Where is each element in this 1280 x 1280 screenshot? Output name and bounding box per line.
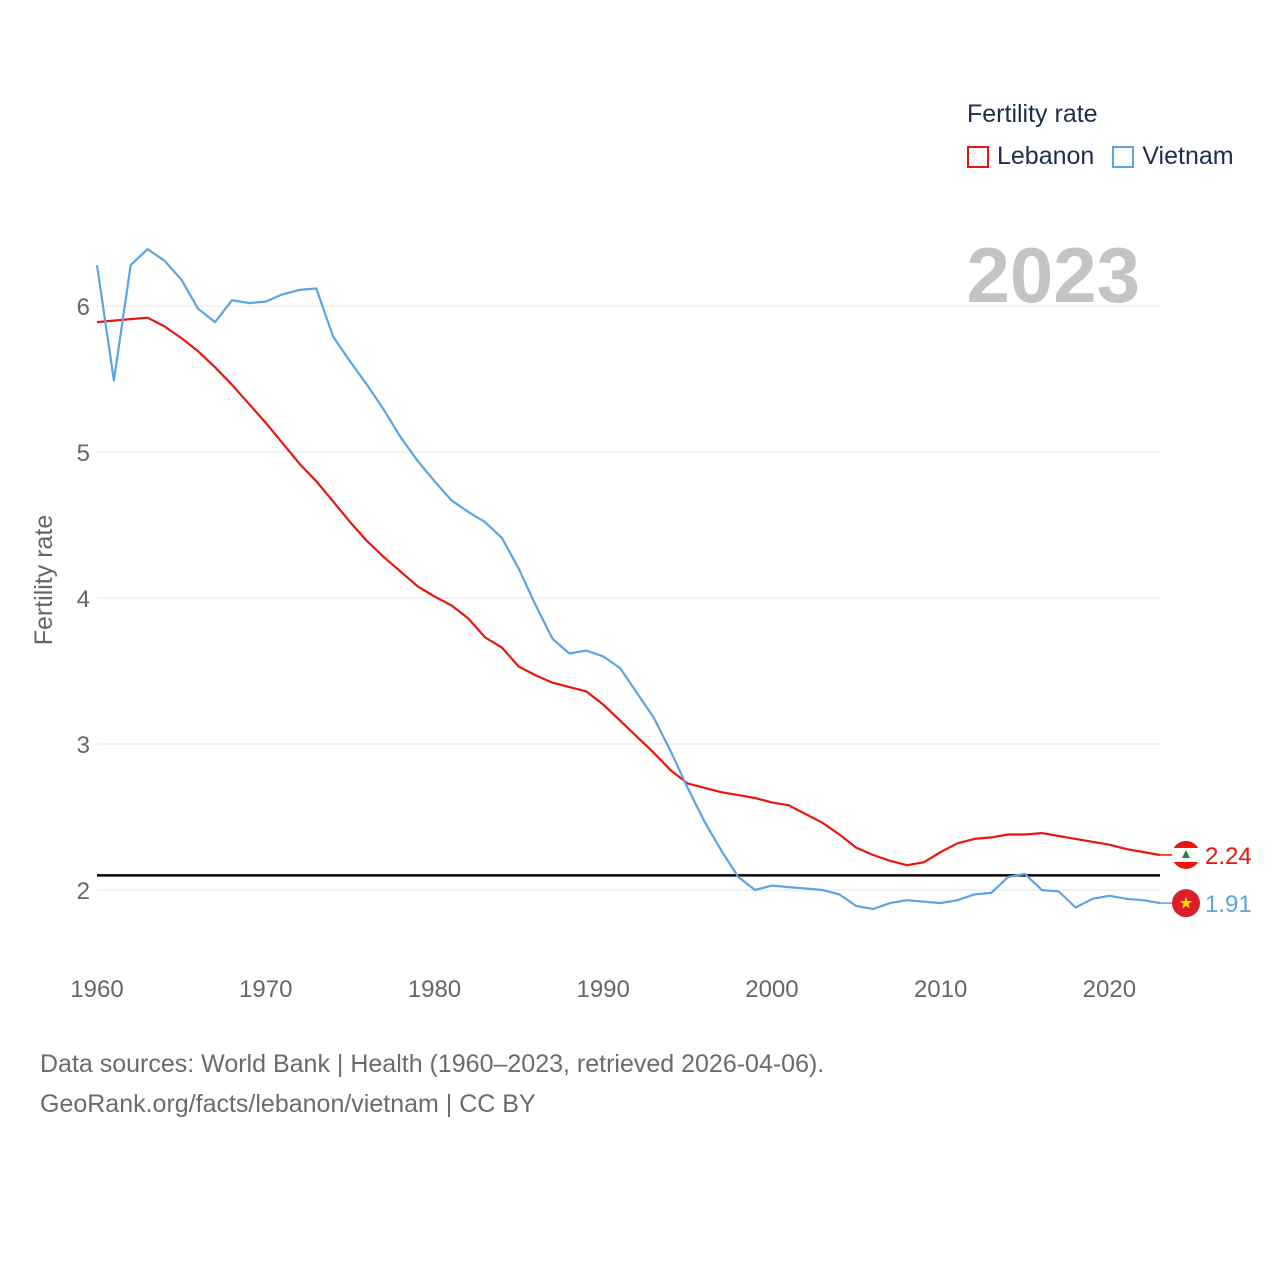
flag-bottom-stripe-lebanon [1172,861,1200,869]
x-tick-label-1960: 1960 [70,976,123,1003]
x-tick-label-1970: 1970 [239,976,292,1003]
y-tick-label-3: 3 [77,732,90,759]
y-tick-label-4: 4 [77,586,90,613]
source-note: Data sources: World Bank | Health (1960–… [40,1044,824,1124]
gridlines [97,305,1160,891]
flag-top-stripe-lebanon [1172,840,1200,848]
series-line-lebanon [96,316,1161,867]
legend: Lebanon Vietnam [967,142,1252,171]
x-tick-label-2010: 2010 [914,976,967,1003]
end-value-label-lebanon: 2.24 [1205,843,1252,870]
x-tick-label-1990: 1990 [576,976,629,1003]
flag-star-vietnam [1179,896,1193,909]
y-axis-ticks: 2 3 4 5 6 [77,294,90,905]
vietnam-flag-icon [1172,889,1200,918]
x-axis-ticks: 1960 1970 1980 1990 2000 2010 2020 [70,976,1136,1003]
legend-swatch-lebanon [967,145,989,168]
x-tick-label-1980: 1980 [408,976,461,1003]
y-tick-label-6: 6 [77,294,90,321]
legend-swatch-vietnam [1112,145,1135,168]
legend-item-lebanon[interactable]: Lebanon [967,142,1094,171]
current-year-label: 2023 [966,231,1140,319]
legend-label-lebanon: Lebanon [997,142,1095,170]
x-tick-label-2000: 2000 [745,976,798,1003]
source-line-2[interactable]: GeoRank.org/facts/lebanon/vietnam | CC B… [40,1090,536,1118]
flag-cedar-lebanon [1182,849,1190,858]
series-lines [95,248,1161,911]
y-tick-label-2: 2 [77,878,90,905]
lebanon-flag-icon [1172,840,1200,869]
legend-label-vietnam: Vietnam [1142,142,1234,170]
end-value-label-vietnam: 1.91 [1205,891,1252,918]
source-line-1[interactable]: Data sources: World Bank | Health (1960–… [40,1050,825,1078]
series-line-vietnam [95,248,1161,911]
y-axis-title: Fertility rate [30,515,58,646]
legend-title: Fertility rate [967,100,1098,128]
x-tick-label-2020: 2020 [1083,976,1136,1003]
y-tick-label-5: 5 [77,440,90,467]
legend-item-vietnam[interactable]: Vietnam [1112,142,1234,171]
series-end-markers: 2.24 1.91 [1160,840,1252,918]
